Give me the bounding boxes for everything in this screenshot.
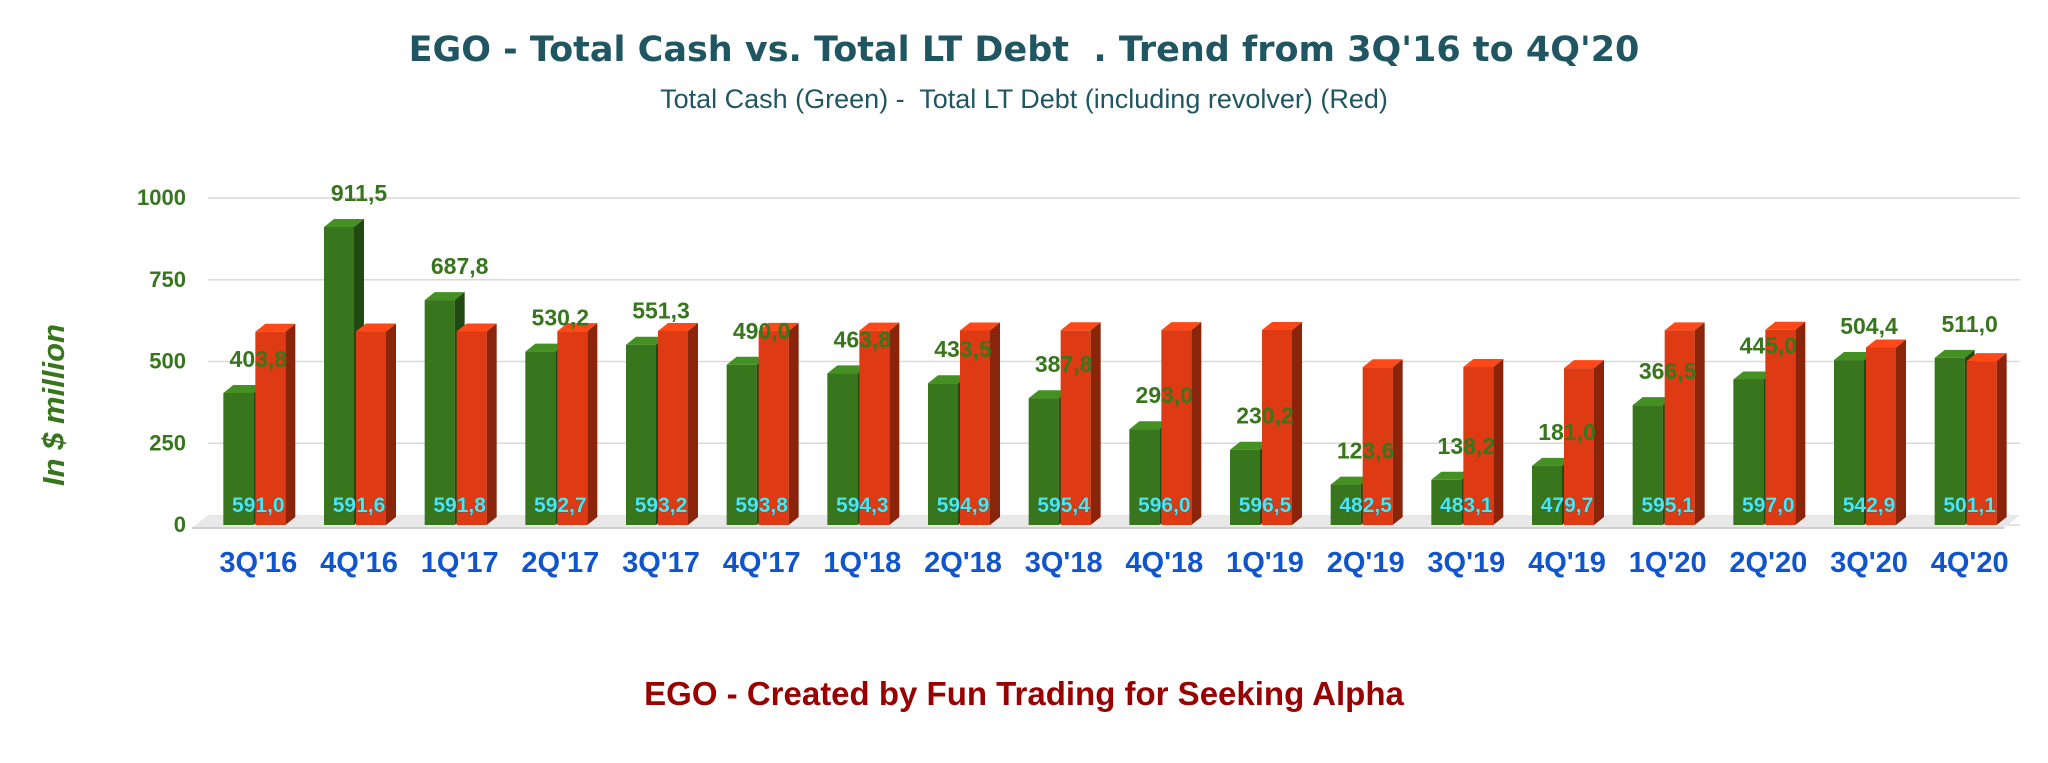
x-tick-label: 1Q'20: [1629, 547, 1707, 579]
cash-value-label: 490,0: [733, 318, 791, 344]
bar-debt: [1262, 321, 1302, 525]
bar-debt: [255, 323, 296, 525]
cash-value-label: 366,5: [1639, 358, 1697, 384]
debt-value-label: 596,0: [1138, 494, 1191, 517]
cash-value-label: 230,2: [1236, 403, 1294, 429]
bar-debt: [1060, 322, 1101, 525]
x-tick-label: 4Q'20: [1931, 547, 2009, 579]
debt-value-label: 479,7: [1541, 494, 1594, 517]
debt-value-label: 591,8: [433, 494, 486, 517]
bar-debt: [456, 323, 497, 525]
bar-debt: [1966, 353, 2007, 525]
debt-value-label: 501,1: [1943, 494, 1996, 517]
bar-debt: [960, 322, 1000, 525]
x-tick-label: 1Q'19: [1226, 547, 1304, 579]
bar-debt: [1765, 321, 1806, 525]
x-tick-label: 1Q'17: [421, 547, 499, 579]
x-tick-label: 3Q'20: [1830, 547, 1908, 579]
debt-value-label: 591,6: [333, 494, 386, 517]
debt-value-label: 595,1: [1641, 494, 1694, 517]
y-tick-label: 250: [149, 430, 186, 455]
x-tick-label: 3Q'17: [622, 547, 700, 579]
bar-debt: [557, 323, 598, 525]
cash-value-label: 387,8: [1035, 351, 1093, 377]
cash-value-label: 181,0: [1538, 419, 1596, 445]
cash-value-label: 551,3: [632, 298, 690, 324]
cash-value-label: 293,0: [1136, 382, 1194, 408]
cash-value-label: 911,5: [331, 180, 387, 206]
bar-debt: [1564, 360, 1604, 525]
x-tick-label: 3Q'18: [1025, 547, 1103, 579]
bar-debt: [658, 323, 698, 525]
cash-value-label: 687,8: [431, 253, 489, 279]
x-tick-label: 3Q'19: [1427, 547, 1505, 579]
chart-title: EGO - Total Cash vs. Total LT Debt . Tre…: [408, 30, 1640, 70]
debt-value-label: 593,2: [635, 494, 688, 517]
x-tick-label: 2Q'18: [924, 547, 1002, 579]
x-tick-label: 2Q'17: [521, 547, 599, 579]
debt-value-label: 592,7: [534, 494, 587, 517]
cash-value-label: 445,0: [1740, 332, 1798, 358]
y-tick-label: 500: [149, 349, 186, 374]
x-tick-label: 4Q'16: [320, 547, 398, 579]
x-tick-label: 1Q'18: [823, 547, 901, 579]
debt-value-label: 542,9: [1843, 494, 1896, 517]
bar-debt: [1866, 339, 1906, 525]
bar-debt: [356, 323, 396, 525]
x-tick-label: 2Q'19: [1327, 547, 1405, 579]
x-tick-label: 4Q'17: [723, 547, 801, 579]
chart-subtitle: Total Cash (Green) - Total LT Debt (incl…: [660, 84, 1388, 114]
debt-value-label: 593,8: [735, 494, 788, 517]
y-tick-label: 750: [149, 267, 186, 292]
bar-debt: [1362, 359, 1403, 525]
debt-value-label: 591,0: [232, 494, 285, 517]
cash-value-label: 433,5: [934, 336, 992, 362]
debt-value-label: 482,5: [1339, 494, 1392, 517]
debt-value-label: 594,3: [836, 494, 889, 517]
bar-debt: [859, 322, 900, 525]
x-tick-label: 4Q'19: [1528, 547, 1606, 579]
cash-value-label: 403,8: [230, 346, 288, 372]
cash-value-label: 463,8: [834, 326, 892, 352]
bar-debt: [1463, 359, 1504, 525]
debt-value-label: 596,5: [1239, 494, 1292, 517]
x-tick-label: 3Q'16: [219, 547, 297, 579]
debt-value-label: 595,4: [1037, 494, 1090, 517]
bar-debt: [1161, 322, 1202, 525]
cash-value-label: 530,2: [532, 305, 590, 331]
y-tick-label: 0: [174, 512, 186, 537]
debt-value-label: 597,0: [1742, 494, 1795, 517]
cash-value-label: 504,4: [1840, 313, 1898, 339]
footer-credit: EGO - Created by Fun Trading for Seeking…: [644, 675, 1404, 712]
debt-value-label: 594,9: [937, 494, 990, 517]
cash-value-label: 123,6: [1337, 438, 1395, 464]
y-tick-label: 1000: [137, 185, 186, 210]
bar-debt: [758, 322, 799, 525]
bar-debt: [1664, 322, 1705, 525]
cash-value-label: 511,0: [1942, 311, 1998, 337]
cash-value-label: 138,2: [1438, 433, 1496, 459]
debt-value-label: 483,1: [1440, 494, 1493, 517]
x-tick-label: 4Q'18: [1125, 547, 1203, 579]
x-tick-label: 2Q'20: [1729, 547, 1807, 579]
